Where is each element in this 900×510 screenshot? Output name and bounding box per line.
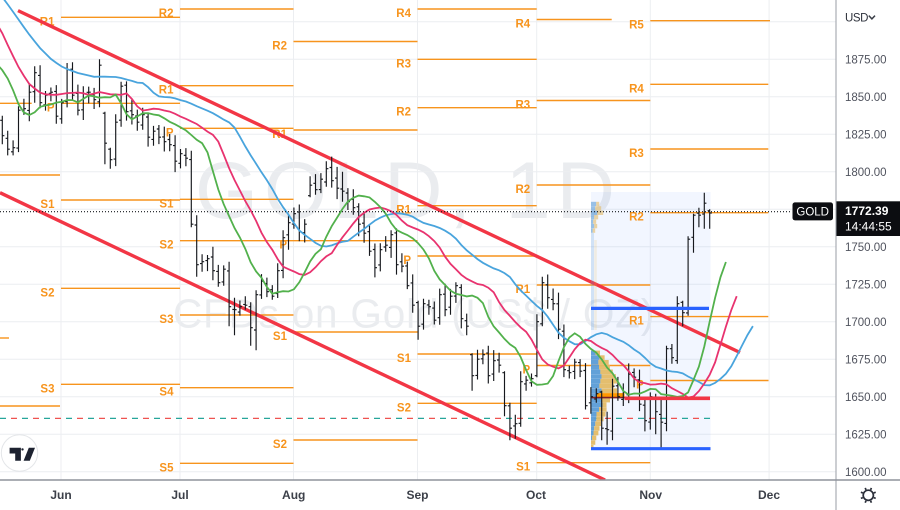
svg-text:USD: USD — [845, 13, 868, 25]
svg-text:R4: R4 — [515, 19, 530, 31]
svg-text:Oct: Oct — [526, 488, 546, 502]
svg-text:1725.00: 1725.00 — [845, 279, 887, 291]
svg-text:S2: S2 — [159, 240, 173, 252]
svg-text:Dec: Dec — [758, 488, 780, 502]
svg-text:1750.00: 1750.00 — [845, 242, 887, 254]
svg-text:S2: S2 — [397, 402, 411, 414]
svg-text:1772.39: 1772.39 — [845, 204, 889, 218]
svg-text:R3: R3 — [629, 148, 644, 160]
svg-text:S2: S2 — [273, 439, 287, 451]
svg-text:R3: R3 — [396, 58, 411, 70]
svg-text:S5: S5 — [159, 462, 174, 474]
svg-text:1600.00: 1600.00 — [845, 467, 887, 479]
svg-text:Jun: Jun — [50, 488, 71, 502]
svg-text:1875.00: 1875.00 — [845, 54, 887, 66]
svg-text:1675.00: 1675.00 — [845, 354, 887, 366]
svg-text:P: P — [166, 127, 174, 139]
svg-text:R4: R4 — [396, 8, 411, 20]
svg-text:1700.00: 1700.00 — [845, 317, 887, 329]
svg-text:S3: S3 — [159, 314, 173, 326]
svg-text:1625.00: 1625.00 — [845, 429, 887, 441]
svg-text:R1: R1 — [159, 85, 174, 97]
svg-text:S2: S2 — [40, 287, 54, 299]
svg-text:Sep: Sep — [406, 488, 428, 502]
svg-text:S3: S3 — [40, 383, 54, 395]
svg-text:R2: R2 — [515, 184, 530, 196]
svg-text:1800.00: 1800.00 — [845, 167, 887, 179]
svg-text:R1: R1 — [629, 316, 644, 328]
svg-text:S4: S4 — [159, 387, 174, 399]
svg-text:Aug: Aug — [282, 488, 305, 502]
svg-text:P: P — [47, 102, 55, 114]
svg-text:14:44:55: 14:44:55 — [845, 220, 892, 234]
svg-text:1650.00: 1650.00 — [845, 392, 887, 404]
svg-text:1825.00: 1825.00 — [845, 129, 887, 141]
svg-text:R1: R1 — [515, 284, 530, 296]
svg-text:P: P — [403, 255, 411, 267]
svg-text:S1: S1 — [273, 331, 288, 343]
svg-text:S1: S1 — [516, 462, 531, 474]
svg-text:1850.00: 1850.00 — [845, 92, 887, 104]
svg-text:R2: R2 — [272, 41, 287, 53]
svg-text:S1: S1 — [397, 353, 412, 365]
svg-text:Jul: Jul — [171, 488, 188, 502]
svg-text:P: P — [636, 380, 644, 392]
svg-text:S1: S1 — [159, 198, 174, 210]
svg-text:R3: R3 — [515, 100, 530, 112]
svg-text:GOLD, 1D: GOLD, 1D — [195, 146, 621, 236]
svg-text:R2: R2 — [159, 8, 174, 20]
svg-text:R2: R2 — [396, 107, 411, 119]
svg-text:R2: R2 — [629, 212, 644, 224]
svg-text:Nov: Nov — [639, 488, 662, 502]
svg-text:R5: R5 — [629, 20, 644, 32]
svg-text:S1: S1 — [40, 199, 55, 211]
svg-text:GOLD: GOLD — [796, 206, 829, 218]
svg-text:R4: R4 — [629, 83, 644, 95]
